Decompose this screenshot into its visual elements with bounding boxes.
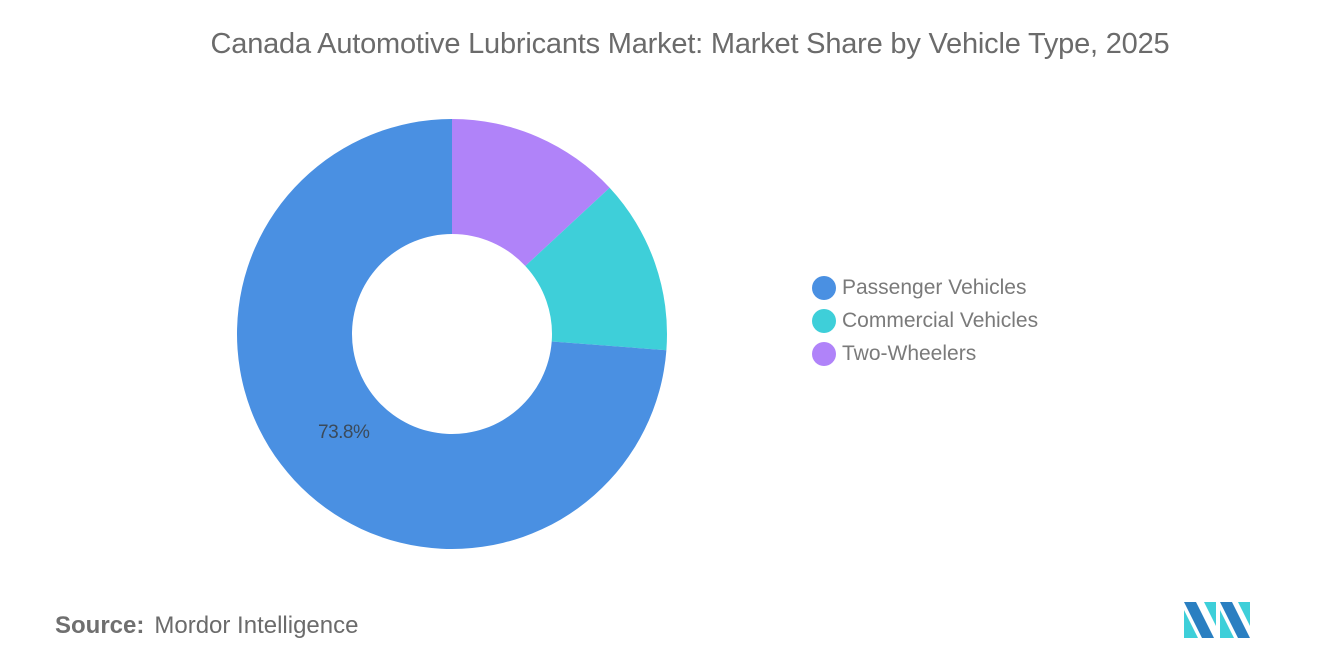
legend-dot-icon <box>812 308 836 333</box>
legend-item-commercial-vehicles[interactable]: Commercial Vehicles <box>812 304 1038 337</box>
legend-item-two-wheelers[interactable]: Two-Wheelers <box>812 337 1038 370</box>
passenger-vehicles-value-label: 73.8% <box>318 422 370 443</box>
legend-label: Two-Wheelers <box>842 341 977 365</box>
source-note: Source: Mordor Intelligence <box>55 612 358 640</box>
slice-passenger-vehicles[interactable] <box>236 118 667 550</box>
chart-title: Canada Automotive Lubricants Market: Mar… <box>210 28 1170 60</box>
mordor-intelligence-logo-icon <box>1184 602 1250 638</box>
source-value: Mordor Intelligence <box>154 612 359 639</box>
legend-dot-icon <box>812 275 836 300</box>
legend: Passenger Vehicles Commercial Vehicles T… <box>812 271 1038 370</box>
slice-two-wheelers[interactable] <box>452 119 610 267</box>
legend-label: Passenger Vehicles <box>842 275 1027 299</box>
legend-dot-icon <box>812 341 836 366</box>
legend-label: Commercial Vehicles <box>842 308 1039 332</box>
donut-slices <box>236 118 667 550</box>
legend-item-passenger-vehicles[interactable]: Passenger Vehicles <box>812 271 1038 304</box>
slice-commercial-vehicles[interactable] <box>525 187 667 351</box>
source-key: Source: <box>55 612 145 639</box>
